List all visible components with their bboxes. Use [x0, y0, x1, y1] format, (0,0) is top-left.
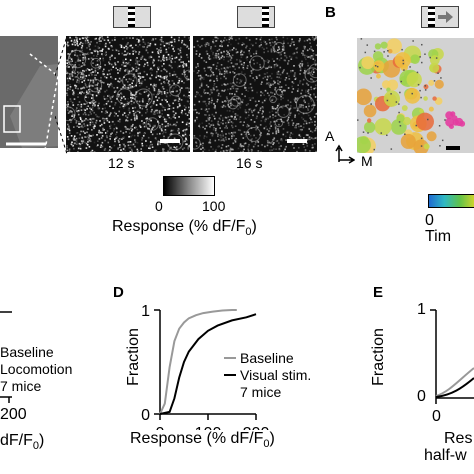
panel-b-letter: B	[325, 4, 336, 21]
panel-e: E Fraction 1 0 0 Res half-w	[364, 280, 474, 474]
y-tick-label: 0	[141, 407, 150, 424]
stimulus-icon-b	[421, 6, 459, 28]
time-label-16s: 16 s	[236, 155, 263, 171]
colorbar-tick-0: 0	[155, 198, 163, 214]
orientation-arrows-icon	[335, 144, 355, 164]
panel-c-xlabel: dF/F0)	[0, 432, 44, 452]
panel-e-xlabel-1: Res	[444, 430, 473, 447]
time-label-12s: 12 s	[108, 155, 135, 171]
x-tick-label: 200	[243, 425, 270, 430]
stimulus-icon-2	[237, 6, 275, 28]
time-tick-0: 0	[425, 212, 434, 229]
axis-label-m: M	[361, 153, 373, 169]
panel-e-xtick-0: 0	[432, 408, 441, 425]
panel-c-legend-baseline: Baseline	[0, 344, 54, 360]
panel-c-legend-mice: 7 mice	[0, 378, 42, 394]
legend-label: Visual stim.	[240, 367, 311, 383]
response-image-12s	[66, 36, 190, 152]
zoom-lines	[55, 36, 68, 155]
panel-e-letter: E	[373, 284, 384, 301]
panel-c-xlabel-text: dF/F	[0, 432, 33, 449]
stimulus-icon-1	[113, 6, 151, 28]
time-map-drawing	[357, 38, 466, 153]
response-noise-16s	[193, 36, 317, 152]
panel-a: 12 s 16 s 0 100 Response (% dF/F0)	[0, 0, 320, 250]
panel-d-xlabel: Response (% dF/F0)	[130, 430, 275, 450]
colorbar-label-end: )	[251, 218, 257, 235]
panel-e-ytick-1: 1	[417, 301, 426, 318]
time-label: Tim	[425, 228, 452, 245]
panel-e-curve-gray	[435, 367, 474, 397]
x-tick-label: 0	[156, 425, 165, 430]
panel-d-letter: D	[113, 284, 124, 301]
y-tick-label: 1	[141, 303, 150, 320]
panel-c-partial: Baseline Locomotion 7 mice 200 dF/F0)	[0, 285, 110, 465]
panel-d: D Fraction 010100200BaselineVisual stim.…	[112, 280, 312, 470]
panel-b: B A M 0 Tim	[325, 0, 474, 250]
colorbar-tick-100: 100	[202, 198, 226, 214]
series-line-0	[159, 309, 237, 415]
response-noise-12s	[66, 36, 190, 152]
colorbar-label-sub: 0	[245, 226, 252, 239]
panel-d-xlabel-sub: 0	[263, 438, 270, 451]
time-map-image	[357, 38, 474, 153]
brain-overview-image	[0, 36, 58, 148]
axis-label-a: A	[325, 128, 335, 144]
panel-c-xlabel-sub: 0	[32, 440, 40, 453]
panel-d-xlabel-end: )	[269, 430, 275, 447]
series-line-1	[159, 313, 257, 415]
colorbar-label: Response (% dF/F0)	[112, 218, 257, 238]
response-image-16s	[193, 36, 317, 152]
arrow-right-icon	[438, 11, 453, 23]
x-tick-label: 100	[195, 425, 222, 430]
panel-d-xlabel-text: Response (% dF/F	[130, 430, 264, 447]
legend-label: Baseline	[240, 350, 294, 366]
brain-overview-drawing	[0, 36, 58, 148]
panel-e-curve-black	[435, 377, 474, 398]
legend-note: 7 mice	[240, 384, 281, 400]
panel-e-ytick-0: 0	[417, 388, 426, 405]
time-colorbar	[428, 194, 474, 208]
colorbar-label-text: Response (% dF/F	[112, 218, 246, 235]
panel-c-tick-200: 200	[0, 406, 27, 423]
panel-c-xlabel-end: )	[39, 432, 45, 449]
panel-e-xlabel-2: half-w	[424, 447, 467, 464]
panel-e-axes	[430, 309, 474, 404]
scale-bar-b	[446, 146, 460, 150]
response-colorbar	[163, 176, 215, 196]
panel-c-legend-locomotion: Locomotion	[0, 361, 73, 377]
panel-c-axis	[0, 311, 12, 403]
